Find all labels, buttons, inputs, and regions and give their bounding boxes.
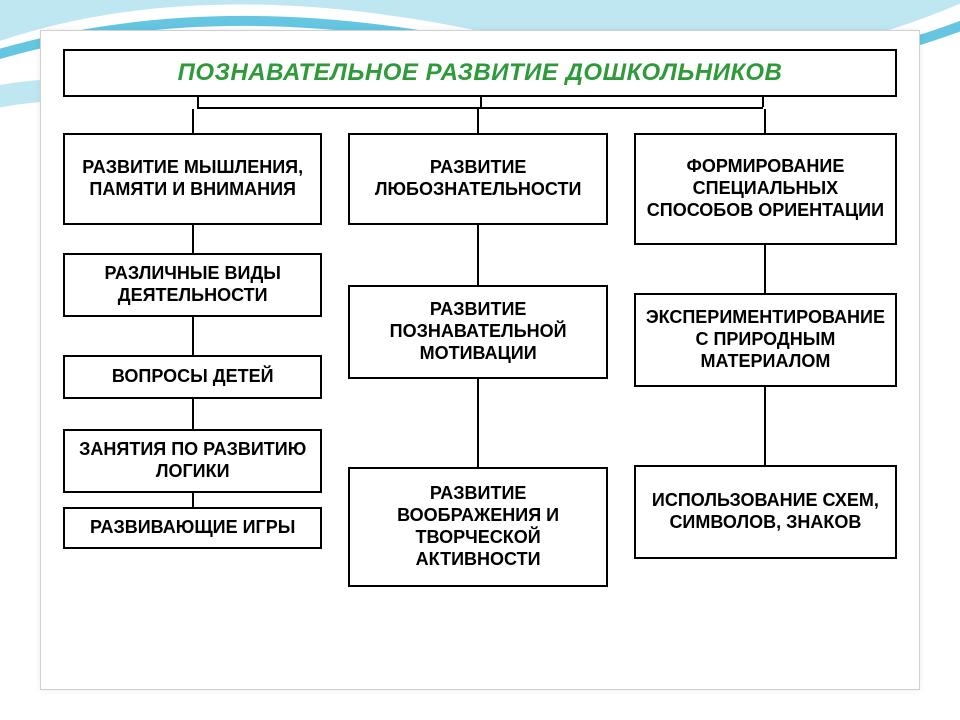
- columns-container: РАЗВИТИЕ МЫШЛЕНИЯ, ПАМЯТИ И ВНИМАНИЯ РАЗЛ…: [63, 109, 897, 587]
- diagram-frame: ПОЗНАВАТЕЛЬНОЕ РАЗВИТИЕ ДОШКОЛЬНИКОВ РАЗ…: [40, 30, 920, 690]
- diagram-node: ЭКСПЕРИМЕНТИРОВАНИЕ С ПРИРОДНЫМ МАТЕРИАЛ…: [634, 293, 897, 387]
- connector: [197, 97, 199, 107]
- column-3: ФОРМИРОВАНИЕ СПЕЦИАЛЬНЫХ СПОСОБОВ ОРИЕНТ…: [634, 109, 897, 587]
- vertical-connector: [764, 109, 766, 133]
- vertical-connector: [477, 109, 479, 133]
- connector: [480, 97, 482, 107]
- node-label: ЭКСПЕРИМЕНТИРОВАНИЕ С ПРИРОДНЫМ МАТЕРИАЛ…: [646, 307, 885, 373]
- vertical-connector: [764, 245, 766, 293]
- vertical-connector: [192, 225, 194, 253]
- vertical-connector: [477, 225, 479, 285]
- node-label: РАЗВИТИЕ ВООБРАЖЕНИЯ И ТВОРЧЕСКОЙ АКТИВН…: [360, 483, 595, 571]
- diagram-node: ЗАНЯТИЯ ПО РАЗВИТИЮ ЛОГИКИ: [63, 429, 322, 493]
- column-2: РАЗВИТИЕ ЛЮБОЗНАТЕЛЬНОСТИ РАЗВИТИЕ ПОЗНАВ…: [348, 109, 607, 587]
- vertical-connector: [764, 387, 766, 465]
- connector: [762, 97, 764, 107]
- node-label: РАЗВИТИЕ МЫШЛЕНИЯ, ПАМЯТИ И ВНИМАНИЯ: [75, 157, 310, 201]
- diagram-node: ВОПРОСЫ ДЕТЕЙ: [63, 355, 322, 399]
- diagram-node: РАЗЛИЧНЫЕ ВИДЫ ДЕЯТЕЛЬНОСТИ: [63, 253, 322, 317]
- node-label: ВОПРОСЫ ДЕТЕЙ: [112, 366, 274, 388]
- node-label: ИСПОЛЬЗОВАНИЕ СХЕМ, СИМВОЛОВ, ЗНАКОВ: [646, 490, 885, 534]
- diagram-node: РАЗВИТИЕ ВООБРАЖЕНИЯ И ТВОРЧЕСКОЙ АКТИВН…: [348, 467, 607, 587]
- diagram-node: ИСПОЛЬЗОВАНИЕ СХЕМ, СИМВОЛОВ, ЗНАКОВ: [634, 465, 897, 559]
- column-1: РАЗВИТИЕ МЫШЛЕНИЯ, ПАМЯТИ И ВНИМАНИЯ РАЗЛ…: [63, 109, 322, 587]
- node-label: РАЗЛИЧНЫЕ ВИДЫ ДЕЯТЕЛЬНОСТИ: [75, 263, 310, 307]
- horizontal-connector: [197, 107, 762, 109]
- title-connectors: [63, 97, 897, 107]
- diagram-node: РАЗВИТИЕ ЛЮБОЗНАТЕЛЬНОСТИ: [348, 133, 607, 225]
- diagram-title-text: ПОЗНАВАТЕЛЬНОЕ РАЗВИТИЕ ДОШКОЛЬНИКОВ: [178, 59, 783, 86]
- diagram-node: РАЗВИТИЕ МЫШЛЕНИЯ, ПАМЯТИ И ВНИМАНИЯ: [63, 133, 322, 225]
- diagram-title: ПОЗНАВАТЕЛЬНОЕ РАЗВИТИЕ ДОШКОЛЬНИКОВ: [63, 49, 897, 97]
- vertical-connector: [477, 379, 479, 467]
- diagram-node: РАЗВИТИЕ ПОЗНАВАТЕЛЬНОЙ МОТИВАЦИИ: [348, 285, 607, 379]
- vertical-connector: [192, 109, 194, 133]
- diagram-node: ФОРМИРОВАНИЕ СПЕЦИАЛЬНЫХ СПОСОБОВ ОРИЕНТ…: [634, 133, 897, 245]
- vertical-connector: [192, 317, 194, 355]
- node-label: РАЗВИТИЕ ЛЮБОЗНАТЕЛЬНОСТИ: [360, 157, 595, 201]
- diagram-node: РАЗВИВАЮЩИЕ ИГРЫ: [63, 507, 322, 549]
- node-label: РАЗВИТИЕ ПОЗНАВАТЕЛЬНОЙ МОТИВАЦИИ: [360, 299, 595, 365]
- node-label: РАЗВИВАЮЩИЕ ИГРЫ: [90, 517, 295, 539]
- node-label: ФОРМИРОВАНИЕ СПЕЦИАЛЬНЫХ СПОСОБОВ ОРИЕНТ…: [646, 156, 885, 222]
- vertical-connector: [192, 399, 194, 429]
- vertical-connector: [192, 493, 194, 507]
- node-label: ЗАНЯТИЯ ПО РАЗВИТИЮ ЛОГИКИ: [75, 439, 310, 483]
